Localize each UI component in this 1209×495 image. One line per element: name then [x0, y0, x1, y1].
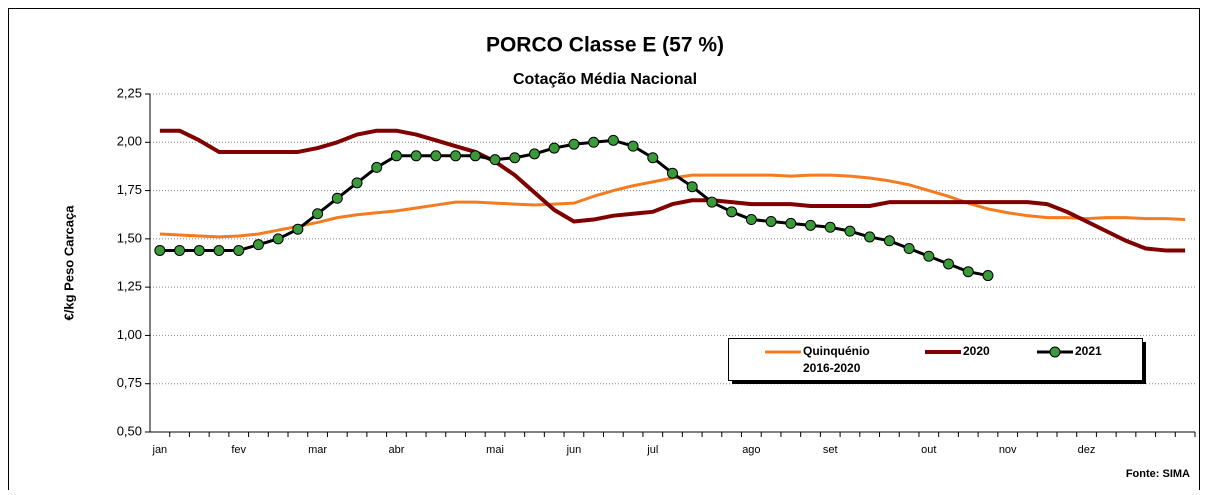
marker [469, 150, 481, 162]
marker [213, 244, 225, 256]
marker [686, 181, 698, 193]
marker [627, 140, 639, 152]
y-tick-label: 1,75 [117, 182, 142, 197]
x-tick-label: mar [308, 444, 327, 456]
legend-text: 2021 [1075, 344, 1102, 358]
marker [667, 167, 678, 179]
marker [528, 148, 540, 160]
marker [745, 214, 757, 226]
marker [292, 223, 304, 235]
y-tick-label: 0,75 [117, 375, 142, 390]
chart-subtitle: Cotação Média Nacional [513, 71, 697, 88]
marker [509, 152, 521, 164]
x-tick-label: fev [231, 444, 246, 456]
marker [607, 134, 619, 146]
x-tick-label: dez [1078, 444, 1096, 456]
legend-label: Quinquénio 2016-2020 [803, 344, 870, 375]
x-tick-label: nov [999, 444, 1017, 456]
marker [312, 208, 324, 220]
x-tick-label: jan [152, 444, 168, 456]
marker [943, 258, 955, 270]
marker [272, 233, 284, 245]
marker [568, 138, 580, 150]
marker [864, 231, 876, 243]
marker [252, 239, 264, 251]
y-tick-label: 1,00 [117, 327, 142, 342]
marker [824, 221, 836, 233]
legend-label: 2021 [1075, 344, 1102, 358]
x-tick-label: set [823, 444, 838, 456]
legend [728, 338, 1143, 381]
marker [726, 206, 738, 218]
marker [193, 244, 205, 256]
marker [785, 217, 797, 229]
marker [331, 192, 343, 204]
marker [430, 150, 442, 162]
marker [489, 154, 501, 166]
marker [450, 150, 462, 162]
marker [903, 243, 915, 255]
marker [548, 142, 560, 154]
marker [410, 150, 422, 162]
marker [174, 244, 186, 256]
y-tick-label: 2,00 [117, 134, 142, 149]
x-tick-label: jul [646, 444, 658, 456]
series-line [159, 128, 1186, 253]
source: Fonte: SIMA [1126, 468, 1190, 480]
y-tick-label: 2,25 [117, 85, 142, 100]
y-axis-title: €/kg Peso Carcaça [61, 205, 76, 321]
marker [883, 235, 895, 247]
marker [647, 152, 659, 164]
x-tick-label: ago [742, 444, 760, 456]
legend-text: Quinquénio 2016-2020 [803, 344, 870, 375]
x-tick-label: out [921, 444, 936, 456]
y-tick-label: 1,25 [117, 279, 142, 294]
x-tick-label: jun [566, 444, 582, 456]
marker [962, 266, 974, 278]
marker [588, 136, 600, 148]
y-tick-label: 0,50 [117, 423, 142, 438]
marker [154, 244, 166, 256]
marker [805, 219, 817, 231]
legend-marker [1049, 346, 1061, 358]
legend-label: 2020 [963, 344, 990, 358]
chart-title: PORCO Classe E (57 %) [486, 34, 724, 57]
legend-text: 2020 [963, 344, 990, 358]
marker [982, 270, 994, 282]
marker [351, 177, 363, 189]
marker [706, 196, 718, 208]
marker [233, 244, 245, 256]
marker [923, 250, 935, 262]
x-tick-label: mai [486, 444, 504, 456]
x-tick-label: abr [389, 444, 405, 456]
marker [390, 150, 402, 162]
marker [844, 225, 856, 237]
marker [765, 215, 777, 227]
y-tick-label: 1,50 [117, 230, 142, 245]
marker [371, 161, 383, 173]
chart-frame [8, 8, 1200, 495]
